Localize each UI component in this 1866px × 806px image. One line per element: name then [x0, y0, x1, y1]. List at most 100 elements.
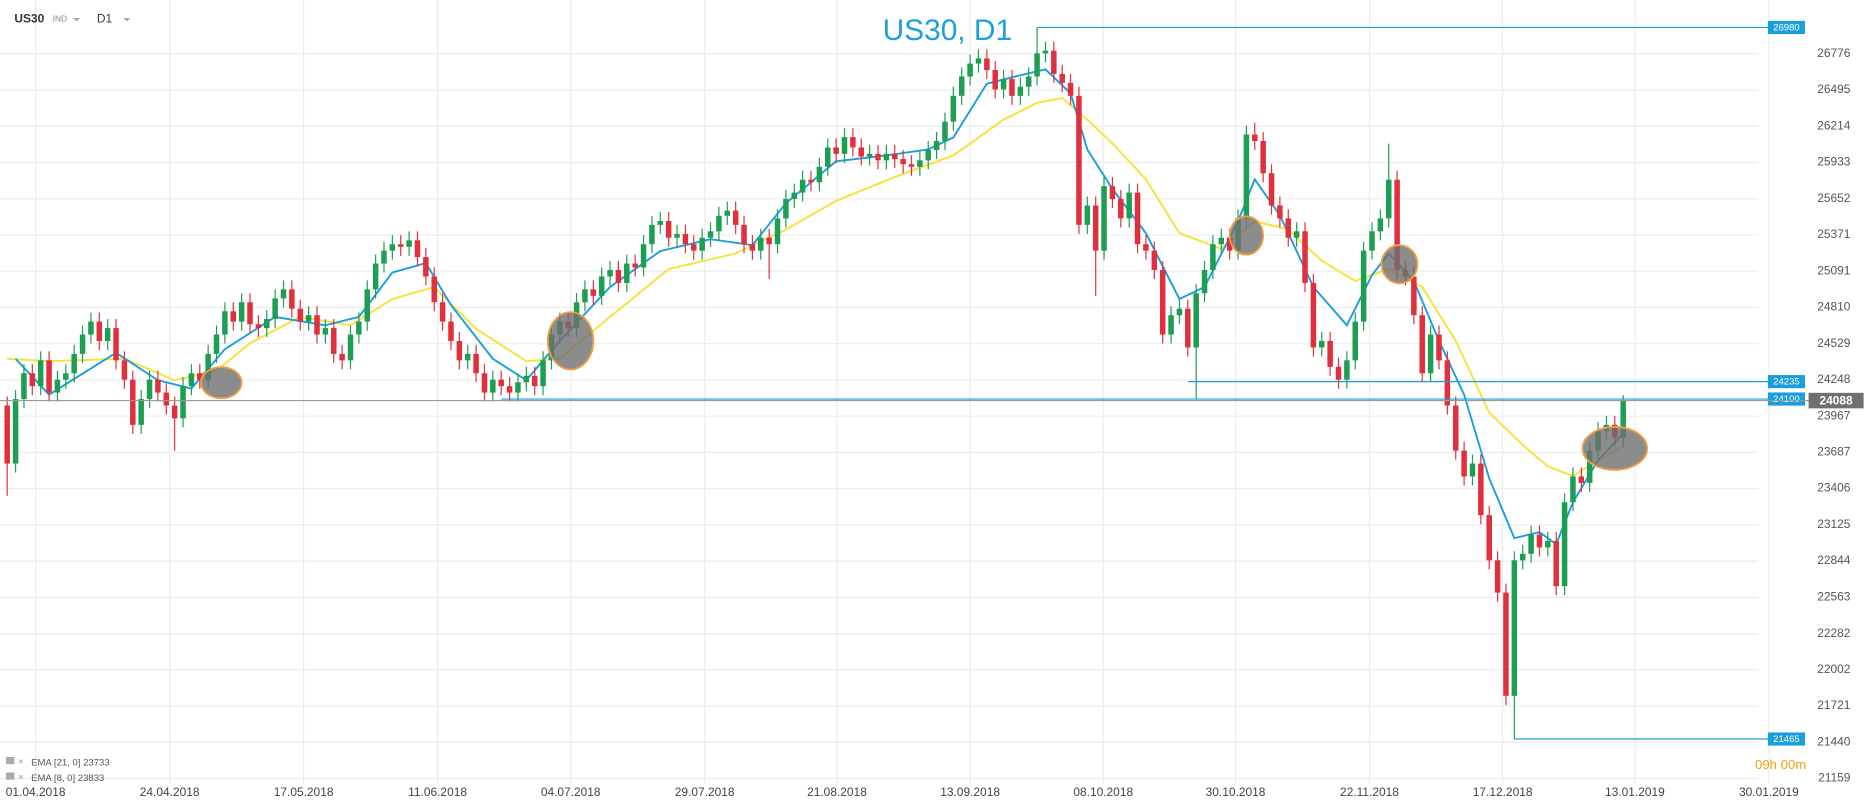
y-tick-label: 23967	[1817, 408, 1851, 422]
candle-body	[21, 373, 27, 400]
candle-body	[414, 240, 421, 258]
legend-entry: EMA [21, 0] 23733	[31, 757, 110, 768]
candle-body	[1545, 540, 1551, 548]
candle-body	[88, 321, 94, 335]
y-tick-label: 25652	[1817, 191, 1851, 205]
timeframe[interactable]: D1	[97, 11, 113, 25]
candle-body	[1536, 534, 1543, 548]
candle-body	[138, 399, 144, 425]
candle-body	[1352, 321, 1359, 361]
candle-body	[155, 379, 161, 393]
x-tick-label: 11.06.2018	[408, 785, 467, 799]
legend-close[interactable]: ×	[18, 772, 24, 783]
candle-body	[1528, 534, 1534, 554]
candle-body	[1243, 134, 1250, 219]
candle-body	[213, 334, 220, 354]
candle-body	[1553, 540, 1559, 587]
candle-body	[1377, 218, 1384, 232]
level-label-bg	[1767, 20, 1805, 35]
dropdown-caret[interactable]	[123, 17, 131, 22]
candle-body	[1511, 560, 1518, 696]
candle-body	[29, 373, 36, 387]
candle-body	[933, 140, 940, 151]
candle-body	[356, 321, 362, 335]
candle-body	[464, 353, 471, 361]
candle-body	[1302, 231, 1308, 283]
candle-body	[130, 379, 136, 425]
candle-body	[4, 405, 10, 464]
y-tick-label: 26776	[1817, 46, 1851, 60]
candle-body	[448, 321, 454, 341]
candle-body	[1293, 231, 1300, 238]
candle-body	[423, 257, 429, 277]
candle-body	[372, 263, 379, 290]
candle-body	[289, 289, 295, 309]
candle-body	[607, 270, 613, 277]
highlight-ellipse	[1228, 215, 1265, 256]
candle-body	[1419, 315, 1425, 374]
x-tick-label: 29.07.2018	[675, 785, 735, 799]
candle-body	[1059, 73, 1065, 83]
candle-body	[992, 70, 998, 90]
candle-body	[774, 218, 781, 245]
chart-title: US30, D1	[883, 14, 1013, 47]
y-tick-label: 25091	[1817, 263, 1851, 277]
candle-body	[1042, 50, 1049, 54]
candle-body	[222, 311, 228, 335]
candle-body	[1394, 179, 1400, 271]
candle-body	[330, 328, 337, 354]
candle-body	[255, 324, 262, 329]
candle-body	[1385, 179, 1392, 219]
candle-body	[163, 392, 170, 406]
level-label: 24235	[1773, 377, 1800, 388]
candle-body	[63, 373, 69, 380]
candle-body	[674, 233, 680, 238]
y-tick-label: 21721	[1817, 698, 1851, 712]
candle-body	[1076, 95, 1082, 225]
candle-body	[825, 147, 831, 167]
candle-body	[1411, 276, 1417, 316]
candle-body	[1176, 308, 1183, 316]
candle-body	[1268, 173, 1275, 206]
y-tick-label: 21159	[1818, 771, 1851, 785]
candle-body	[515, 382, 521, 393]
candle-body	[1478, 463, 1484, 516]
legend-icon[interactable]	[5, 756, 15, 765]
candle-body	[758, 237, 764, 251]
x-tick-label: 01.04.2018	[6, 785, 66, 799]
candle-body	[12, 399, 19, 464]
x-tick-label: 17.12.2018	[1473, 785, 1533, 799]
legend-close[interactable]: ×	[18, 756, 24, 767]
countdown: 09h 00m	[1755, 757, 1806, 772]
candle-body	[582, 289, 588, 303]
candle-body	[197, 373, 203, 380]
candle-body	[406, 240, 412, 247]
candle-body	[230, 311, 237, 322]
legend-icon[interactable]	[5, 772, 15, 780]
symbol[interactable]: US30	[14, 11, 44, 25]
candle-body	[322, 328, 329, 335]
candle-body	[1277, 205, 1283, 219]
dropdown-caret[interactable]	[72, 17, 81, 22]
candle-body	[473, 353, 479, 374]
candle-body	[397, 244, 404, 247]
candle-body	[188, 373, 195, 387]
y-tick-label: 22282	[1817, 626, 1851, 640]
last-price-bg	[1808, 392, 1864, 409]
candle-body	[1226, 237, 1233, 251]
candle-body	[1185, 308, 1191, 348]
highlight-ellipse	[200, 366, 243, 400]
candle-body	[1210, 244, 1216, 271]
y-tick-label: 25371	[1817, 227, 1851, 241]
market: IND	[53, 13, 67, 23]
candle-body	[732, 210, 739, 225]
candle-body	[54, 379, 61, 393]
candle-body	[431, 276, 437, 303]
candle-body	[1503, 592, 1509, 696]
candle-body	[858, 147, 865, 157]
candle-body	[272, 298, 278, 320]
candle-body	[113, 328, 119, 361]
candle-body	[741, 224, 747, 245]
candle-body	[1017, 86, 1024, 96]
y-tick-label: 24529	[1817, 336, 1851, 350]
